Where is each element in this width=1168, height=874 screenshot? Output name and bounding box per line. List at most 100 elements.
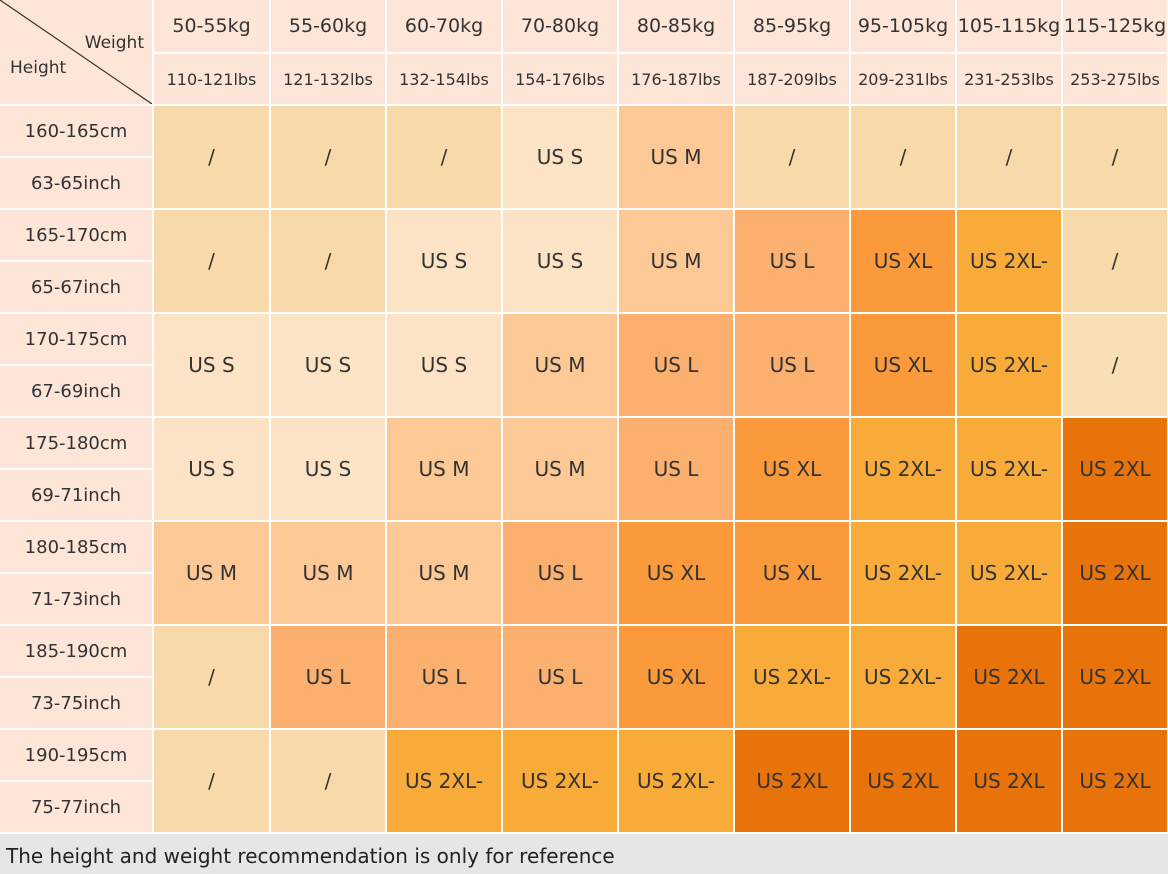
- size-cell: US M: [503, 418, 617, 520]
- weight-lbs: 231-253lbs: [957, 54, 1061, 104]
- size-cell: US 2XL: [1063, 522, 1167, 624]
- size-cell: /: [271, 730, 385, 832]
- corner-cell: Weight Height: [0, 0, 153, 105]
- height-inch: 71-73inch: [0, 574, 152, 624]
- height-cm: 180-185cm: [0, 522, 152, 572]
- size-cell: US XL: [619, 626, 733, 728]
- size-cell: US S: [503, 106, 617, 208]
- weight-lbs: 209-231lbs: [851, 54, 955, 104]
- size-cell: US 2XL-: [735, 626, 849, 728]
- weight-lbs: 187-209lbs: [735, 54, 849, 104]
- size-cell: US M: [503, 314, 617, 416]
- size-cell: US 2XL: [1063, 730, 1167, 832]
- size-cell: US S: [271, 418, 385, 520]
- size-cell: US L: [387, 626, 501, 728]
- size-cell: /: [154, 106, 269, 208]
- size-cell: US S: [154, 418, 269, 520]
- size-cell: /: [1063, 106, 1167, 208]
- size-cell: US 2XL-: [957, 210, 1061, 312]
- size-cell: /: [1063, 210, 1167, 312]
- weight-lbs: 132-154lbs: [387, 54, 501, 104]
- height-cm: 190-195cm: [0, 730, 152, 780]
- weight-lbs: 121-132lbs: [271, 54, 385, 104]
- size-cell: US S: [154, 314, 269, 416]
- size-cell: US S: [271, 314, 385, 416]
- height-inch: 75-77inch: [0, 782, 152, 832]
- weight-kg: 70-80kg: [503, 0, 617, 52]
- size-cell: US L: [735, 314, 849, 416]
- size-cell: US S: [503, 210, 617, 312]
- size-cell: US M: [619, 210, 733, 312]
- size-cell: US 2XL-: [619, 730, 733, 832]
- weight-kg: 80-85kg: [619, 0, 733, 52]
- size-cell: US S: [387, 314, 501, 416]
- size-cell: US L: [503, 522, 617, 624]
- height-cm: 165-170cm: [0, 210, 152, 260]
- size-cell: US 2XL-: [851, 626, 955, 728]
- size-cell: /: [851, 106, 955, 208]
- size-cell: /: [154, 210, 269, 312]
- weight-label: Weight: [84, 33, 144, 53]
- size-cell: US L: [271, 626, 385, 728]
- weight-lbs: 253-275lbs: [1063, 54, 1167, 104]
- size-cell: US 2XL-: [851, 418, 955, 520]
- size-cell: US 2XL: [1063, 626, 1167, 728]
- height-inch: 63-65inch: [0, 158, 152, 208]
- weight-lbs: 110-121lbs: [154, 54, 269, 104]
- size-cell: US 2XL: [957, 626, 1061, 728]
- weight-kg: 85-95kg: [735, 0, 849, 52]
- size-cell: /: [271, 106, 385, 208]
- size-cell: US L: [503, 626, 617, 728]
- size-cell: US M: [619, 106, 733, 208]
- size-cell: /: [154, 730, 269, 832]
- size-cell: US XL: [735, 522, 849, 624]
- height-cm: 185-190cm: [0, 626, 152, 676]
- weight-kg: 50-55kg: [154, 0, 269, 52]
- size-cell: US XL: [851, 314, 955, 416]
- size-cell: US S: [387, 210, 501, 312]
- size-cell: US M: [387, 418, 501, 520]
- size-cell: US 2XL-: [387, 730, 501, 832]
- size-cell: US 2XL-: [957, 418, 1061, 520]
- size-cell: /: [1063, 314, 1167, 416]
- footer-note: The height and weight recommendation is …: [0, 834, 1168, 874]
- size-cell: US L: [619, 418, 733, 520]
- height-inch: 73-75inch: [0, 678, 152, 728]
- height-inch: 69-71inch: [0, 470, 152, 520]
- size-cell: /: [271, 210, 385, 312]
- height-inch: 67-69inch: [0, 366, 152, 416]
- size-cell: US 2XL-: [957, 314, 1061, 416]
- weight-kg: 115-125kg: [1063, 0, 1167, 52]
- size-cell: US XL: [851, 210, 955, 312]
- size-cell: US 2XL-: [851, 522, 955, 624]
- height-cm: 170-175cm: [0, 314, 152, 364]
- weight-kg: 60-70kg: [387, 0, 501, 52]
- size-cell: US M: [271, 522, 385, 624]
- size-cell: /: [387, 106, 501, 208]
- height-inch: 65-67inch: [0, 262, 152, 312]
- size-cell: US 2XL-: [957, 522, 1061, 624]
- size-cell: US 2XL: [957, 730, 1061, 832]
- size-cell: US M: [387, 522, 501, 624]
- height-cm: 175-180cm: [0, 418, 152, 468]
- size-cell: US 2XL: [851, 730, 955, 832]
- height-label: Height: [10, 58, 67, 78]
- weight-lbs: 176-187lbs: [619, 54, 733, 104]
- size-cell: US XL: [735, 418, 849, 520]
- size-cell: US 2XL-: [503, 730, 617, 832]
- size-cell: /: [735, 106, 849, 208]
- size-cell: /: [957, 106, 1061, 208]
- size-cell: US 2XL: [735, 730, 849, 832]
- size-cell: US M: [154, 522, 269, 624]
- size-cell: US L: [619, 314, 733, 416]
- weight-kg: 55-60kg: [271, 0, 385, 52]
- weight-lbs: 154-176lbs: [503, 54, 617, 104]
- height-cm: 160-165cm: [0, 106, 152, 156]
- weight-kg: 105-115kg: [957, 0, 1061, 52]
- diagonal: [0, 0, 153, 105]
- weight-kg: 95-105kg: [851, 0, 955, 52]
- size-cell: US 2XL: [1063, 418, 1167, 520]
- size-cell: US XL: [619, 522, 733, 624]
- size-cell: /: [154, 626, 269, 728]
